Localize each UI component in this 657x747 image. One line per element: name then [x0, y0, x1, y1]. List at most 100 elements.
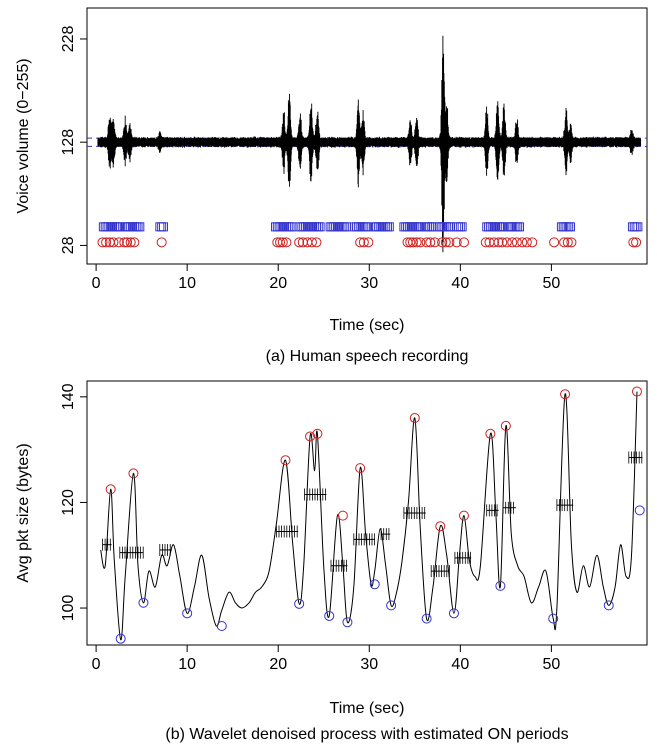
peak-marker — [409, 412, 420, 423]
peak-marker — [560, 389, 571, 400]
peak-marker — [305, 431, 316, 442]
trough-marker — [634, 505, 645, 516]
waveform-path — [97, 35, 642, 253]
on-period-circle — [493, 237, 504, 248]
y-tick-label: 140 — [60, 383, 77, 410]
on-period-level-ticks — [403, 507, 426, 519]
denoised-curve-path — [100, 391, 638, 641]
on-period-circles — [97, 237, 642, 248]
waveform-signal — [97, 35, 642, 253]
trough-marker — [115, 633, 126, 644]
on-period-circle — [497, 237, 508, 248]
on-period-circle — [480, 237, 491, 248]
peak-marker — [458, 510, 469, 521]
on-period-circle — [358, 237, 369, 248]
on-period-level-ticks — [102, 538, 111, 551]
on-period-circle — [507, 237, 518, 248]
y-tick-label: 100 — [60, 595, 77, 622]
on-period-level-ticks — [119, 546, 144, 559]
on-period-level — [330, 559, 348, 572]
on-period-circle — [281, 237, 292, 248]
on-period-level — [486, 504, 499, 517]
x-tick-label: 20 — [269, 656, 287, 673]
on-period-circle — [559, 237, 570, 248]
on-period-circle — [156, 237, 167, 248]
peak-marker — [355, 463, 366, 474]
y-tick-label: 120 — [60, 489, 77, 516]
trough-markers — [115, 505, 645, 644]
trough-marker — [448, 608, 459, 619]
x-tick-label: 20 — [269, 275, 287, 292]
trough-marker — [294, 598, 305, 609]
peak-marker — [500, 420, 511, 431]
on-period-level — [380, 528, 391, 541]
on-period-circle — [421, 237, 432, 248]
peak-marker — [485, 428, 496, 439]
trough-marker — [216, 620, 227, 631]
on-period-level — [159, 543, 172, 556]
on-period-circle — [275, 237, 286, 248]
on-period-circle — [363, 237, 374, 248]
on-period-level-ticks — [276, 525, 298, 538]
on-period-square — [515, 222, 525, 232]
peak-marker — [128, 468, 139, 479]
on-period-level — [276, 525, 299, 538]
on-period-square — [158, 222, 168, 232]
on-period-circle — [511, 237, 522, 248]
trough-marker — [386, 600, 397, 611]
on-period-circle — [407, 237, 418, 248]
x-tick-label: 50 — [542, 656, 560, 673]
x-tick-label: 30 — [360, 656, 378, 673]
on-period-circle — [108, 237, 119, 248]
on-period-circle — [113, 237, 124, 248]
on-period-circle — [489, 237, 500, 248]
on-period-circle — [119, 237, 130, 248]
denoised-curve — [100, 391, 638, 641]
on-period-square — [384, 222, 394, 232]
caption-a: (a) Human speech recording — [266, 348, 469, 365]
trough-marker — [548, 613, 559, 624]
on-period-circle — [97, 237, 108, 248]
x-tick-label: 30 — [360, 275, 378, 292]
on-period-circle — [277, 237, 288, 248]
peak-marker — [312, 428, 323, 439]
on-period-circle — [429, 237, 440, 248]
peak-marker — [337, 510, 348, 521]
on-period-circle — [425, 237, 436, 248]
on-period-square — [633, 222, 643, 232]
on-period-circle — [415, 237, 426, 248]
on-period-circle — [451, 237, 462, 248]
on-period-circle — [628, 237, 639, 248]
y-tick-label: 28 — [60, 236, 77, 254]
trough-marker — [369, 579, 380, 590]
on-period-level — [102, 538, 112, 551]
on-period-circle — [517, 237, 528, 248]
on-period-circle — [122, 237, 133, 248]
on-period-level-ticks — [353, 533, 375, 546]
on-period-level-ticks — [502, 501, 514, 514]
panel-b-wavelet-denoised: 0 10 20 30 40 50 100 120 140 Time (sec) Avg pkt… — [15, 380, 648, 743]
trough-marker — [603, 600, 614, 611]
on-period-level — [353, 533, 375, 546]
x-tick-label: 40 — [451, 656, 469, 673]
on-period-level — [304, 488, 327, 501]
on-period-circle — [306, 237, 317, 248]
on-period-square — [566, 222, 576, 232]
y-tick-label: 128 — [60, 129, 77, 156]
on-period-circle — [125, 237, 136, 248]
y-tick-label: 228 — [60, 26, 77, 53]
peak-marker — [631, 386, 642, 397]
on-period-circle — [355, 237, 366, 248]
on-period-level — [454, 551, 472, 564]
on-period-circle — [562, 237, 573, 248]
on-period-circle — [129, 237, 140, 248]
on-period-square — [157, 222, 167, 232]
on-period-square — [135, 222, 145, 232]
y-axis-label-b: Avg pkt size (bytes) — [15, 443, 32, 582]
y-axis-label-a: Voice volume (0−255) — [15, 58, 32, 213]
on-period-circle — [521, 237, 532, 248]
on-period-circle — [527, 237, 538, 248]
on-period-circle — [294, 237, 305, 248]
x-tick-label: 0 — [92, 275, 101, 292]
